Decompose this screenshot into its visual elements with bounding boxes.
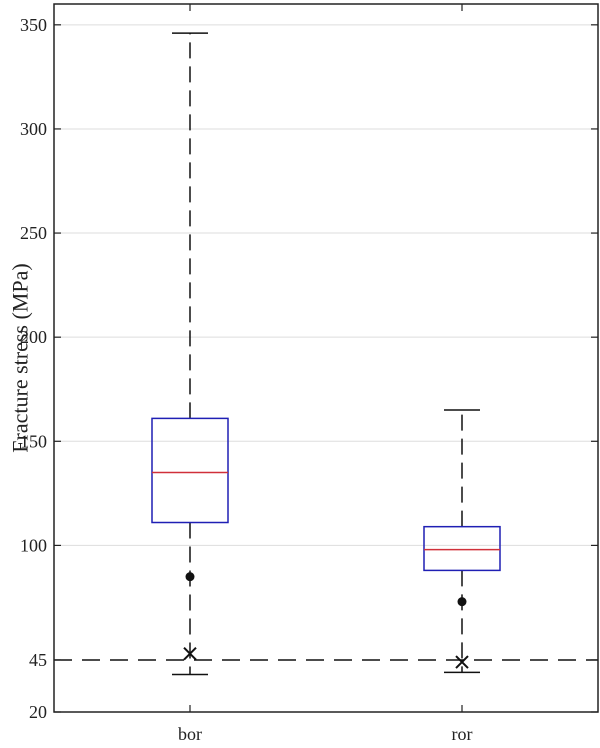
- x-categories-group: bor ror: [178, 4, 473, 744]
- cross-stroke: [455, 655, 469, 669]
- y-tick-label: 350: [20, 15, 47, 35]
- dot-marker: [457, 597, 467, 607]
- cross-stroke: [183, 646, 197, 661]
- y-tick-label: 100: [20, 535, 47, 555]
- y-tick-label: 150: [20, 431, 47, 451]
- iqr-box: [151, 417, 229, 524]
- cross-marker: [455, 655, 469, 669]
- dot-marker: [185, 572, 195, 582]
- y-tick-label: 200: [20, 327, 47, 347]
- x-category-label: ror: [452, 724, 473, 744]
- y-axis-title: Fracture stress (MPa): [8, 263, 33, 452]
- plot-area-frame: [53, 3, 599, 713]
- box-ror: [423, 409, 501, 674]
- y-tick-label: 300: [20, 119, 47, 139]
- grid-lines: [54, 24, 598, 546]
- cross-marker: [183, 646, 197, 661]
- y-tick-label: 20: [29, 702, 47, 722]
- y-tick-label: 250: [20, 223, 47, 243]
- iqr-box: [423, 525, 501, 572]
- boxes-group: [151, 32, 501, 676]
- y-ticks-group: 20 45 100 150 200 250 300 350: [20, 15, 598, 722]
- y-tick-label: 45: [29, 650, 47, 670]
- box-bor: [151, 32, 229, 676]
- x-category-label: bor: [178, 724, 202, 744]
